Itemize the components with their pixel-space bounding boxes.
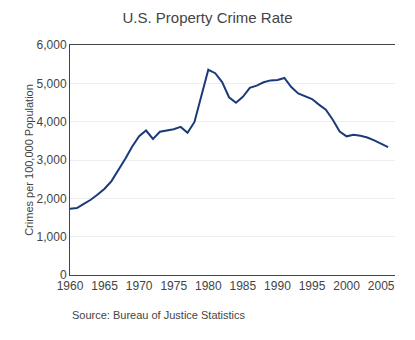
svg-text:3,000: 3,000 — [37, 153, 67, 167]
svg-text:1990: 1990 — [264, 279, 291, 293]
svg-text:4,000: 4,000 — [37, 115, 67, 129]
svg-text:1995: 1995 — [299, 279, 326, 293]
svg-text:1,000: 1,000 — [37, 230, 67, 244]
svg-text:1975: 1975 — [160, 279, 187, 293]
svg-text:1980: 1980 — [195, 279, 222, 293]
svg-text:1970: 1970 — [126, 279, 153, 293]
svg-text:1985: 1985 — [230, 279, 257, 293]
svg-text:1965: 1965 — [91, 279, 118, 293]
svg-text:5,000: 5,000 — [37, 77, 67, 91]
svg-text:2005: 2005 — [368, 279, 395, 293]
svg-text:2,000: 2,000 — [37, 192, 67, 206]
svg-text:U.S. Property Crime Rate: U.S. Property Crime Rate — [122, 9, 292, 26]
svg-text:0: 0 — [60, 268, 67, 282]
svg-text:Crimes per 100,000 Population: Crimes per 100,000 Population — [23, 84, 35, 236]
svg-text:6,000: 6,000 — [37, 38, 67, 52]
svg-text:Source: Bureau of Justice Stat: Source: Bureau of Justice Statistics — [72, 309, 246, 321]
svg-text:2000: 2000 — [333, 279, 360, 293]
svg-text:1960: 1960 — [57, 279, 84, 293]
